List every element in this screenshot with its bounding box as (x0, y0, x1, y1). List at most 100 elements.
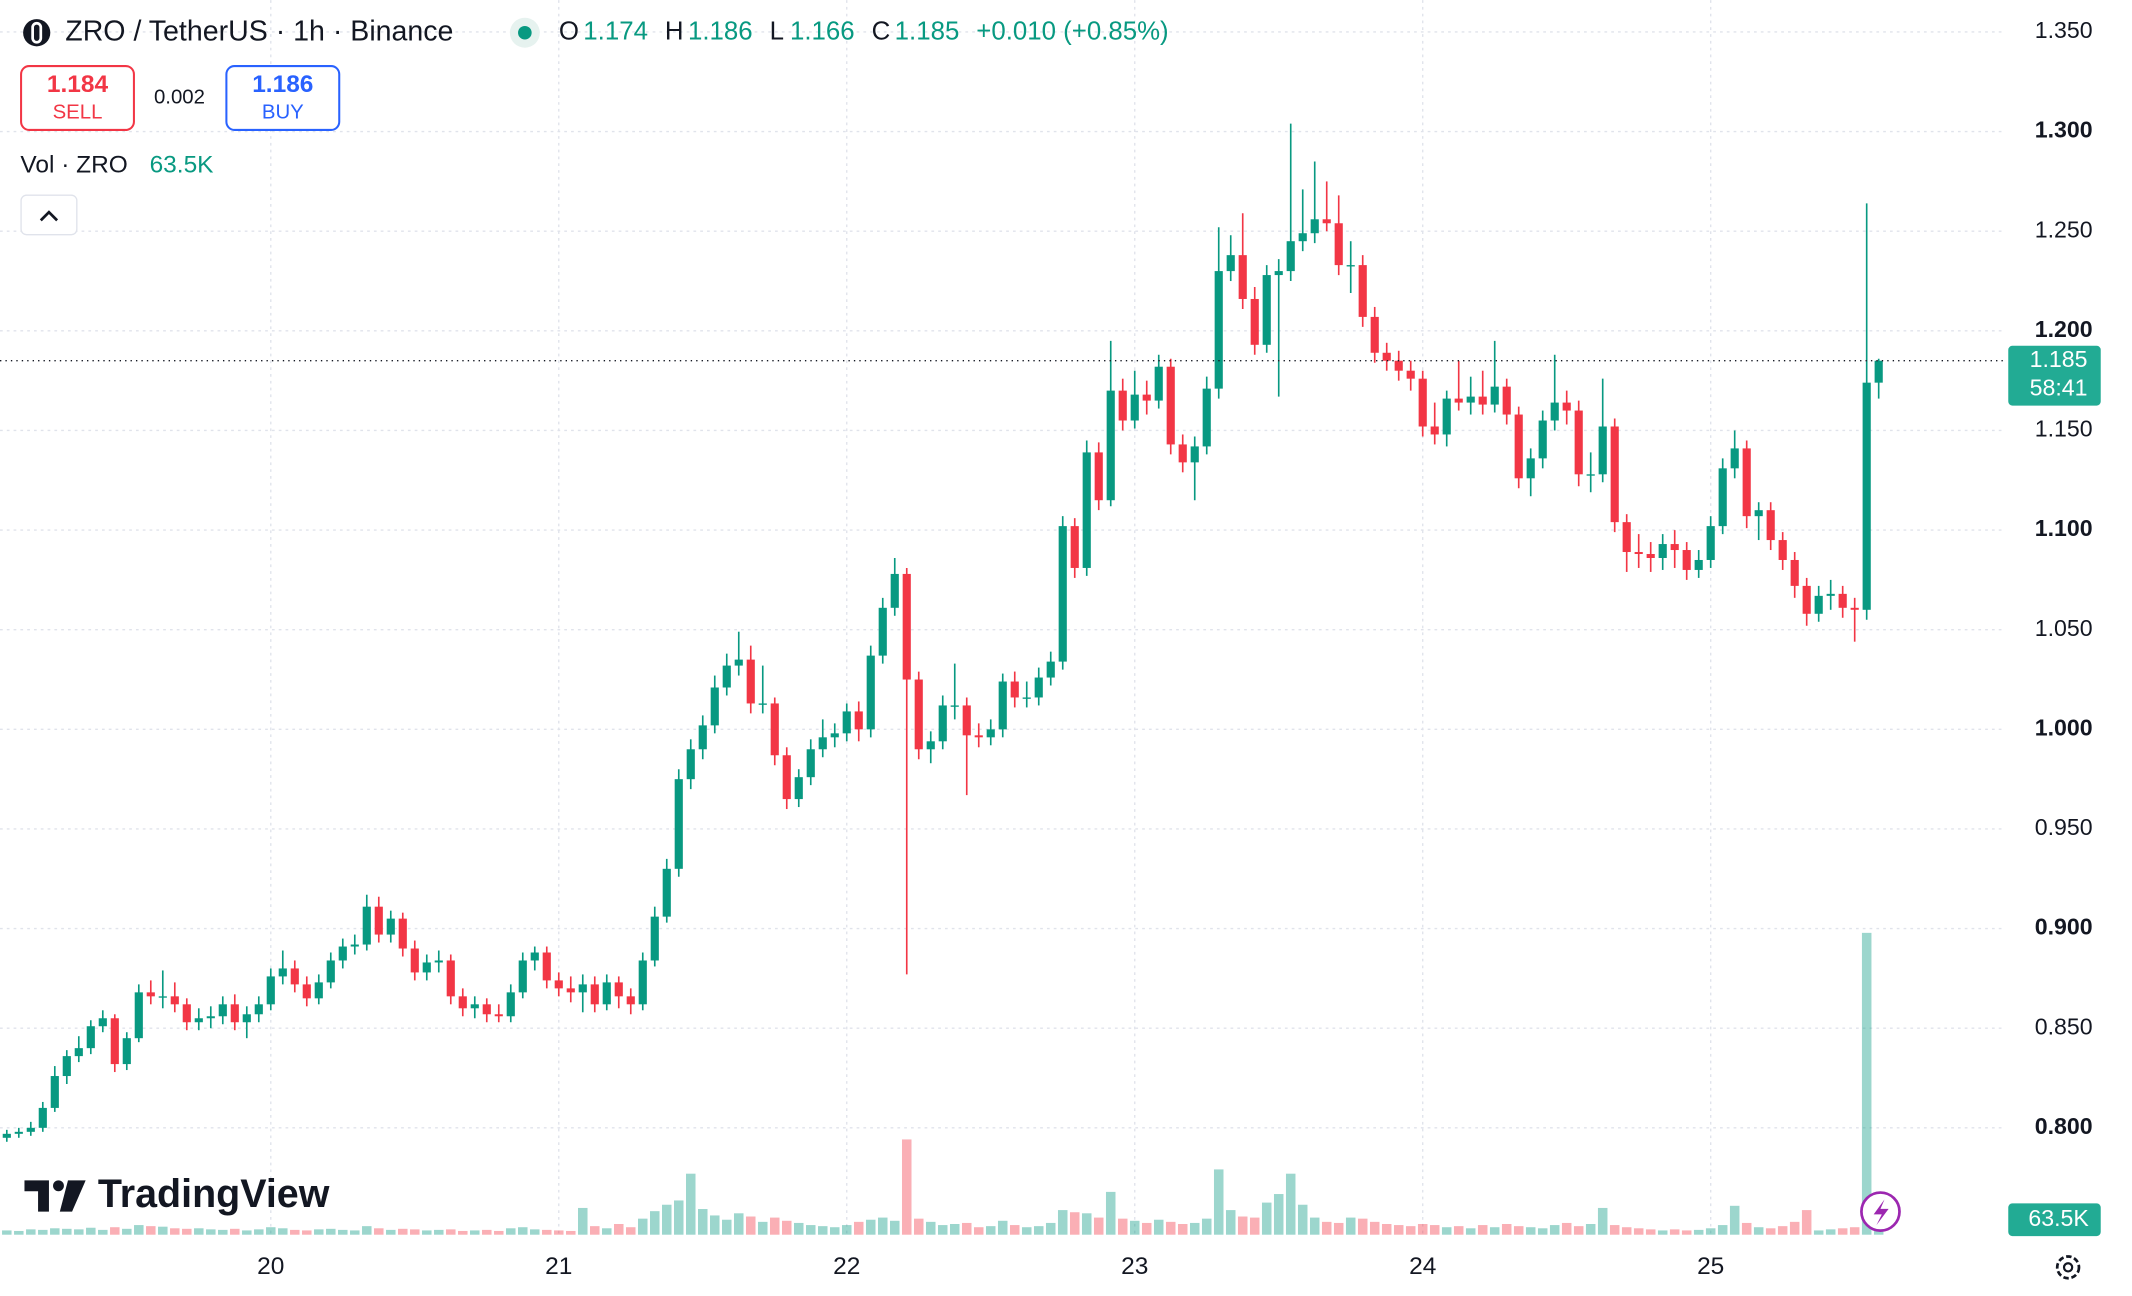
volume-tag (2008, 1203, 2101, 1237)
sell-label[interactable]: SELL (53, 101, 103, 123)
alert-bolt[interactable] (1873, 1199, 1889, 1226)
x-tick-label: 23 (1121, 1253, 1148, 1280)
candle-body (1286, 241, 1295, 272)
candle-body (458, 996, 467, 1009)
volume-bar (1429, 1225, 1440, 1235)
x-tick-label: 24 (1409, 1253, 1436, 1280)
volume-bar (1309, 1217, 1320, 1235)
candle-body (422, 962, 431, 973)
candle-body (122, 1038, 131, 1065)
candle-body (1166, 366, 1175, 445)
ohlc-letter: C (872, 18, 891, 46)
volume-bar (1333, 1222, 1344, 1235)
volume-bar (1165, 1221, 1176, 1235)
candle-body (650, 916, 659, 961)
y-tick-label: 1.000 (2035, 714, 2093, 740)
volume-bar (1657, 1230, 1668, 1235)
volume-bar (1609, 1225, 1620, 1235)
volume-bar (626, 1227, 636, 1235)
volume-bar (997, 1220, 1008, 1235)
candle-body (554, 980, 563, 989)
volume-bar (326, 1228, 336, 1235)
ohlc-value: 1.186 (688, 18, 753, 46)
candle-body (806, 749, 815, 778)
candle-body (830, 733, 839, 738)
volume-bar (506, 1228, 516, 1235)
candle-body (1190, 446, 1199, 463)
volume-bar (1741, 1222, 1752, 1235)
sell-button[interactable]: 1.184 SELL (20, 65, 135, 131)
candle-body (986, 729, 995, 738)
candle-body (1778, 540, 1787, 560)
grid (0, 0, 2006, 1238)
candle-body (446, 960, 455, 997)
volume-bar (362, 1226, 372, 1235)
volume-bar (1477, 1225, 1488, 1235)
candle-body (86, 1026, 95, 1049)
candle-body (842, 711, 851, 734)
candle-body (566, 988, 575, 993)
sell-box[interactable] (20, 65, 135, 131)
candle-body (1142, 394, 1151, 401)
buy-price[interactable]: 1.186 (252, 71, 313, 98)
ohlc-letter: L (770, 18, 784, 46)
candle-body (1406, 370, 1415, 379)
volume-bar (1597, 1207, 1608, 1235)
candle-body (626, 996, 635, 1005)
collapse-chevron[interactable] (39, 210, 59, 222)
volume-bar (410, 1229, 420, 1235)
volume-bar (206, 1229, 216, 1235)
volume-bar (697, 1209, 708, 1235)
y-tick-label: 1.250 (2035, 216, 2093, 242)
settings-gear[interactable] (2055, 1255, 2081, 1280)
volume-bar (1261, 1202, 1272, 1235)
volume-bar (1633, 1228, 1644, 1235)
change: +0.010 (+0.85%) (976, 18, 1168, 46)
sell-price[interactable]: 1.184 (47, 71, 109, 98)
volume-bar (590, 1226, 600, 1235)
candle-body (914, 679, 923, 750)
volume-bar (1705, 1228, 1716, 1235)
volume-bar (86, 1227, 96, 1235)
price-tag (2008, 345, 2101, 406)
volume-bar (1069, 1212, 1080, 1235)
candle-body (1622, 522, 1631, 553)
candle-body (254, 1004, 263, 1015)
candle-body (1262, 275, 1271, 345)
volume-bar (1453, 1226, 1464, 1235)
collapse-box[interactable] (20, 194, 78, 236)
settings-core[interactable] (2062, 1262, 2074, 1273)
settings-button[interactable] (2055, 1255, 2081, 1280)
candle-body (482, 1004, 491, 1015)
candle-body (878, 607, 887, 656)
y-tick-label: 0.850 (2035, 1013, 2093, 1039)
candle-body (1058, 526, 1067, 662)
candle-body (494, 1014, 503, 1017)
buy-label[interactable]: BUY (262, 101, 304, 123)
volume-bar (1717, 1225, 1728, 1235)
buy-box[interactable] (225, 65, 341, 131)
volume-bar (781, 1220, 792, 1235)
volume-bar (1057, 1210, 1068, 1235)
candle-body (206, 1016, 215, 1019)
candle-body (1682, 550, 1691, 570)
candle-body (1718, 468, 1727, 527)
volume-bar (1249, 1217, 1260, 1235)
candle-body (278, 968, 287, 977)
candle-body (14, 1131, 23, 1134)
buy-button[interactable]: 1.186 BUY (225, 65, 341, 131)
candle-body (1850, 607, 1859, 610)
candle-body (230, 1004, 239, 1023)
volume-layer (2, 932, 1884, 1235)
volume-bar (62, 1228, 72, 1235)
collapse-button[interactable] (20, 194, 78, 236)
volume-bar (1465, 1228, 1476, 1235)
candle-body (1634, 552, 1643, 555)
volume-value: 63.5K (150, 151, 215, 178)
volume-bar (50, 1228, 60, 1235)
volume-bar (1153, 1219, 1164, 1235)
candle-body (974, 735, 983, 738)
y-tick-label: 1.100 (2035, 515, 2093, 541)
logo-text: TradingView (98, 1172, 330, 1216)
